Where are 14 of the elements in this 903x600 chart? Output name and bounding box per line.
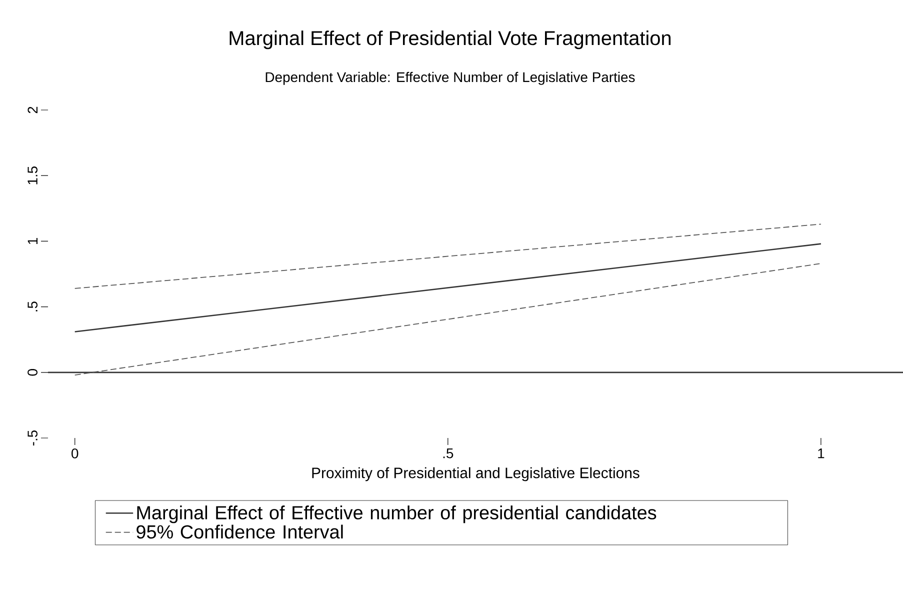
x-tick-label: 1 <box>818 448 824 458</box>
x-axis-title: Proximity of Presidential and Legislative Elections <box>312 467 640 482</box>
y-tick-label: .5 <box>28 302 38 312</box>
x-tick-label: .5 <box>443 448 454 458</box>
y-tick-label: -.5 <box>28 430 38 446</box>
y-tick-label: 1 <box>28 238 38 244</box>
y-tick-label: 1.5 <box>28 166 38 184</box>
legend-label: 95% Confidence Interval <box>136 524 343 539</box>
chart-title: Marginal Effect of Presidential Vote Fragmentation <box>230 30 671 50</box>
x-tick-label: 0 <box>72 448 78 458</box>
y-tick-label: 2 <box>28 106 38 114</box>
legend-label: Marginal Effect of Effective number of presidential candidates <box>137 506 656 524</box>
y-tick-label: 0 <box>28 369 38 376</box>
chart-subtitle: Dependent Variable: Effective Number of Legislative Parties <box>266 72 635 85</box>
